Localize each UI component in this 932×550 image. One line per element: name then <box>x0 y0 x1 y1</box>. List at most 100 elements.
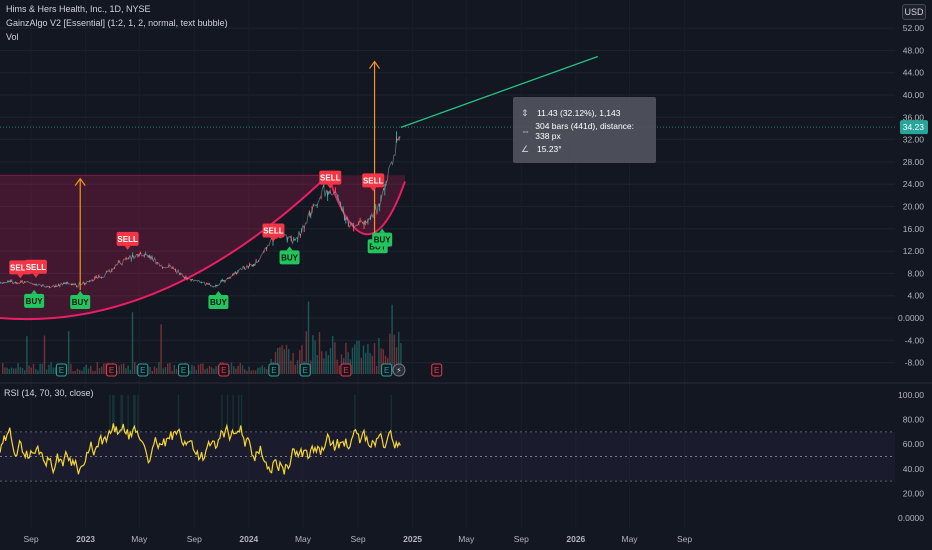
buy-signal[interactable]: BUY <box>24 289 45 308</box>
volume-bar <box>279 347 281 374</box>
rsi-overbought-mark <box>137 395 139 432</box>
volume-bar <box>68 331 70 374</box>
sell-bubble <box>319 170 342 185</box>
sell-signal[interactable]: SELL <box>116 231 139 250</box>
rsi-overbought-mark <box>240 395 243 432</box>
volume-bar <box>43 335 46 374</box>
volume-bar <box>127 365 129 374</box>
volume-bar <box>8 368 10 374</box>
buy-bubble-tail <box>379 228 386 233</box>
volume-bar <box>283 349 285 374</box>
earnings-marker[interactable]: E <box>55 363 67 377</box>
rsi-overbought-mark <box>134 395 136 432</box>
volume-bar <box>98 368 101 374</box>
volume-bar <box>393 334 395 374</box>
volume-bar <box>52 367 54 374</box>
buy-label: BUY <box>281 253 299 262</box>
volume-bar <box>376 365 378 374</box>
sell-label: SELL <box>263 227 284 236</box>
volume-bar <box>235 368 237 374</box>
angle-icon: ∠ <box>521 143 530 154</box>
indicator-title[interactable]: GainzAlgo V2 [Essential] (1:2, 1, 2, nor… <box>6 18 228 28</box>
earnings-letter: E <box>434 366 439 375</box>
buy-signal[interactable]: BUY <box>279 246 300 265</box>
buy-bubble-tail <box>31 289 38 294</box>
lightning-icon <box>392 363 406 377</box>
earnings-letter: E <box>271 366 276 375</box>
earnings-marker[interactable]: E <box>299 363 311 377</box>
sell-signal[interactable]: SELL <box>24 259 47 278</box>
earnings-marker[interactable]: E <box>340 363 352 377</box>
time-tick-label: May <box>458 534 475 544</box>
volume-bar <box>83 367 85 374</box>
volume-bar <box>391 304 393 374</box>
volume-bar <box>10 367 13 374</box>
sell-signal[interactable]: SELL <box>362 173 385 192</box>
rsi-overbought-mark <box>127 395 129 432</box>
buy-bubble <box>279 250 300 265</box>
earnings-marker[interactable]: E <box>431 363 443 377</box>
sell-signal[interactable]: SELL <box>262 223 285 242</box>
volume-bar <box>292 352 294 374</box>
buy-signal[interactable]: BUY <box>372 228 393 247</box>
volume-bar <box>156 367 158 374</box>
earnings-letter: E <box>343 366 348 375</box>
time-tick-label: 2024 <box>239 534 258 544</box>
volume-bar <box>129 369 131 374</box>
earnings-marker[interactable]: E <box>137 363 149 377</box>
currency-button[interactable]: USD <box>902 4 926 20</box>
time-tick-label: May <box>621 534 638 544</box>
earnings-box <box>137 363 149 377</box>
volume-bar <box>252 370 255 374</box>
volume-bar <box>318 331 321 374</box>
volume-bar <box>327 355 329 374</box>
earnings-marker[interactable]: E <box>268 363 280 377</box>
volume-bar <box>171 370 173 374</box>
earnings-marker[interactable]: E <box>178 363 190 377</box>
volume-bar <box>345 342 347 374</box>
volume-bar <box>175 368 178 374</box>
volume-bar <box>338 365 340 374</box>
volume-bar <box>266 369 268 374</box>
time-tick-label: 2025 <box>403 534 422 544</box>
rsi-overbought-mark <box>113 395 115 432</box>
sell-bubble <box>262 223 285 238</box>
volume-bar <box>173 364 175 374</box>
earnings-box <box>299 363 311 377</box>
volume-bar <box>50 362 52 374</box>
volume-bar <box>17 363 19 374</box>
symbol-title[interactable]: Hims & Hers Health, Inc., 1D, NYSE <box>6 4 151 14</box>
sell-bubble <box>362 173 385 188</box>
sell-label: SELL <box>320 174 341 183</box>
volume-bar <box>204 369 206 374</box>
buy-signal[interactable]: BUY <box>70 291 91 310</box>
earnings-marker[interactable]: E <box>381 363 393 377</box>
volume-bar <box>46 369 48 374</box>
sell-label: SELL <box>117 235 138 244</box>
earnings-markers[interactable]: E E E E E E E E E E ⚡ <box>55 363 443 377</box>
earnings-marker[interactable]: E <box>218 363 230 377</box>
volume-bar <box>215 366 217 374</box>
buy-label: BUY <box>72 298 90 307</box>
sell-label: SELL <box>363 176 384 185</box>
sell-signal[interactable]: SELL <box>319 170 342 189</box>
volume-bar <box>334 342 336 374</box>
buy-bubble <box>24 293 45 308</box>
time-tick-label: May <box>131 534 148 544</box>
lightning-glyph: ⚡ <box>396 366 402 375</box>
volume-bar <box>81 370 83 374</box>
rsi-title[interactable]: RSI (14, 70, 30, close) <box>4 388 94 398</box>
rsi-overbought-mark <box>238 395 240 432</box>
volume-bar <box>321 351 323 374</box>
volume-bar <box>19 367 21 374</box>
earnings-letter: E <box>303 366 308 375</box>
target-arrows <box>74 60 381 291</box>
volume-title[interactable]: Vol <box>6 32 19 42</box>
buy-signal[interactable]: BUY <box>208 291 229 310</box>
earnings-marker[interactable]: E <box>106 363 118 377</box>
volume-bar <box>28 365 30 374</box>
measure-bars-distance: 304 bars (441d), distance: 338 px <box>535 121 635 141</box>
